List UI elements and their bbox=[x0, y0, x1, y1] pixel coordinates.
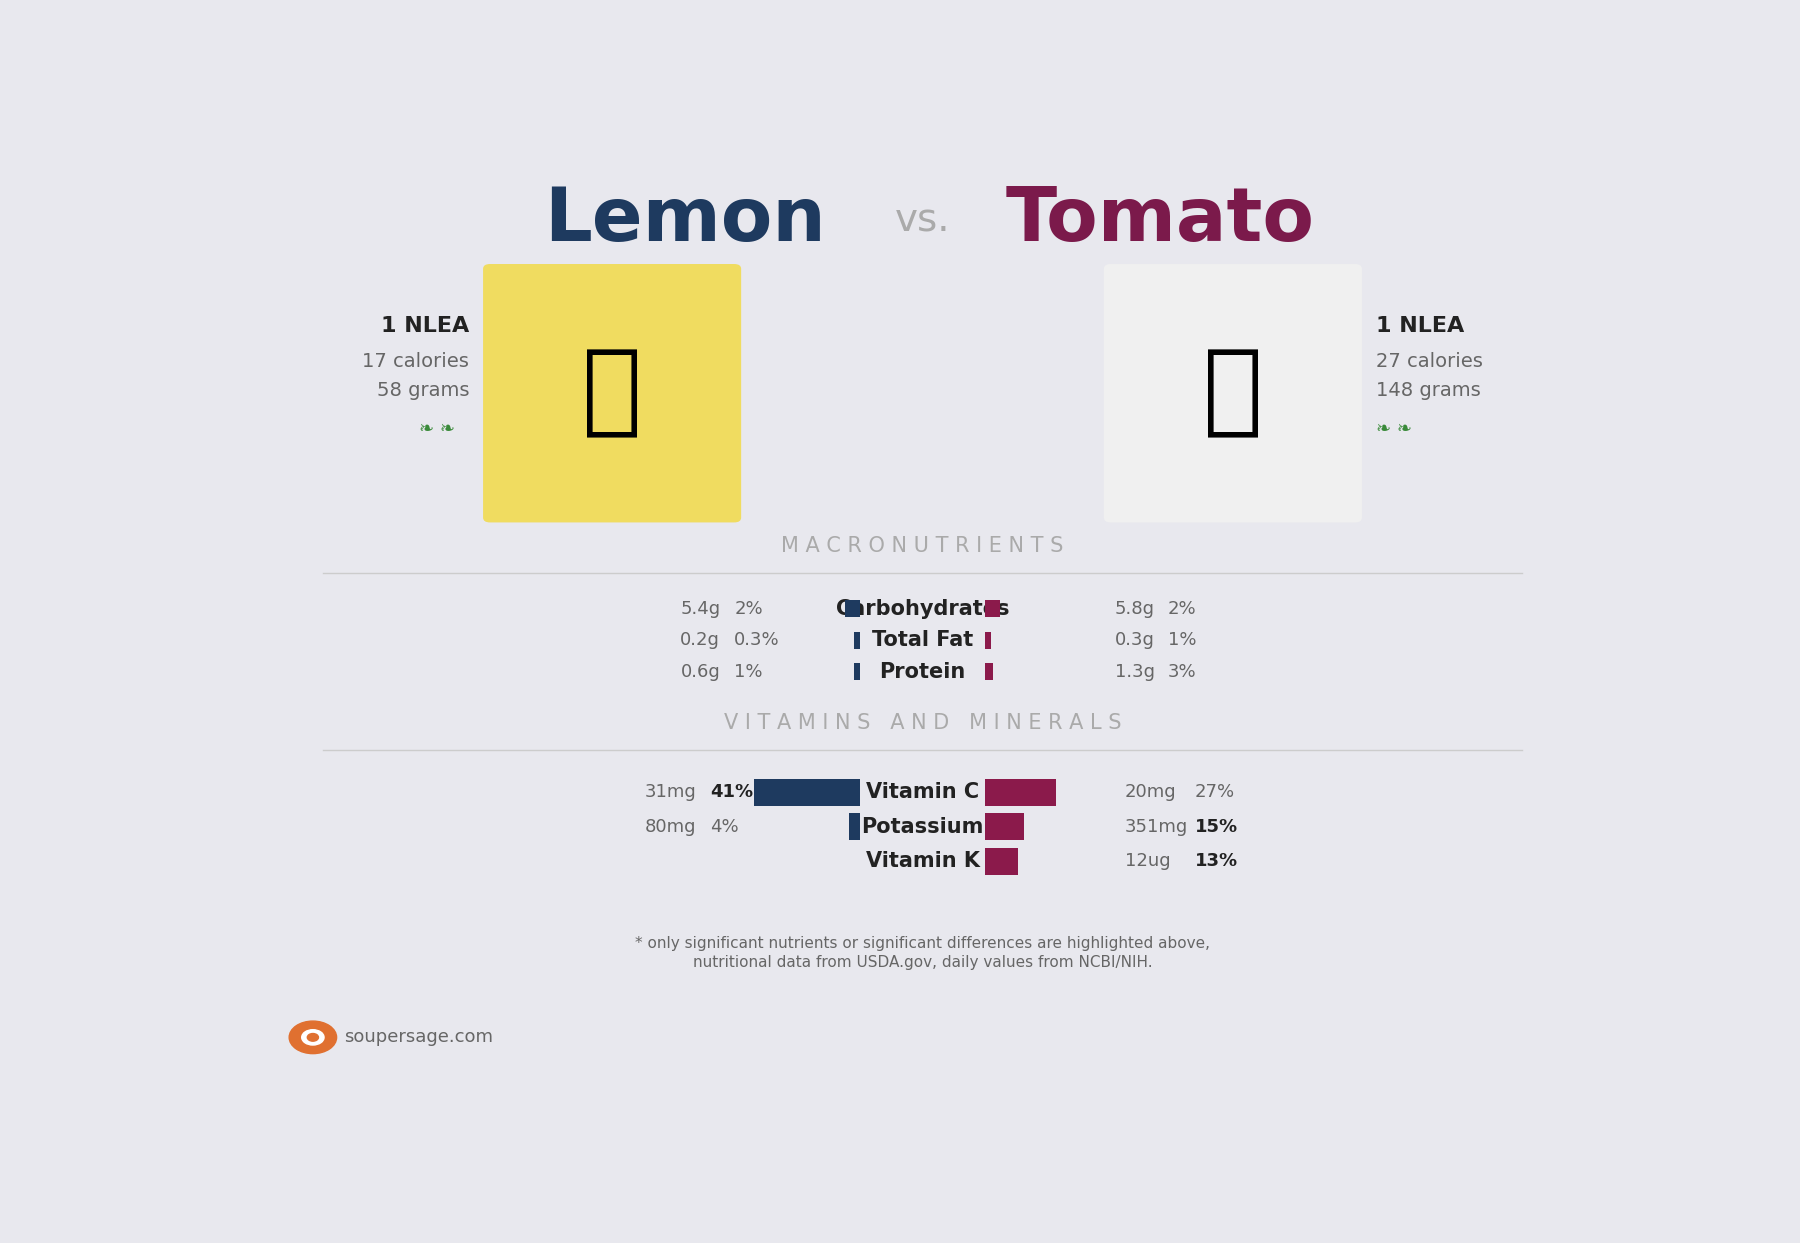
Text: vs.: vs. bbox=[895, 201, 950, 240]
Text: Tomato: Tomato bbox=[1004, 184, 1314, 257]
Text: 0.6g: 0.6g bbox=[680, 663, 720, 681]
Text: 351mg: 351mg bbox=[1125, 818, 1188, 835]
Text: 3%: 3% bbox=[1168, 663, 1197, 681]
Text: 🍅: 🍅 bbox=[1202, 344, 1264, 441]
Text: 12ug: 12ug bbox=[1125, 853, 1170, 870]
Text: Vitamin C: Vitamin C bbox=[866, 782, 979, 802]
Text: 5.4g: 5.4g bbox=[680, 599, 720, 618]
Text: Protein: Protein bbox=[880, 661, 965, 681]
Text: Lemon: Lemon bbox=[544, 184, 826, 257]
Text: Vitamin K: Vitamin K bbox=[866, 851, 979, 871]
Circle shape bbox=[308, 1033, 319, 1042]
Text: 148 grams: 148 grams bbox=[1375, 380, 1481, 400]
Text: 1 NLEA: 1 NLEA bbox=[1375, 316, 1463, 336]
Text: 1 NLEA: 1 NLEA bbox=[382, 316, 470, 336]
Text: 27%: 27% bbox=[1195, 783, 1235, 802]
Text: 80mg: 80mg bbox=[644, 818, 697, 835]
Text: Potassium: Potassium bbox=[862, 817, 983, 837]
Text: V I T A M I N S   A N D   M I N E R A L S: V I T A M I N S A N D M I N E R A L S bbox=[724, 713, 1121, 733]
Bar bbox=[985, 663, 992, 680]
Text: 1%: 1% bbox=[734, 663, 763, 681]
Text: Total Fat: Total Fat bbox=[871, 630, 974, 650]
Text: 2%: 2% bbox=[1168, 599, 1197, 618]
Text: 17 calories: 17 calories bbox=[362, 352, 470, 372]
Text: 58 grams: 58 grams bbox=[376, 380, 470, 400]
Bar bbox=[985, 600, 1001, 618]
Bar bbox=[985, 848, 1019, 875]
Bar bbox=[985, 813, 1024, 840]
Text: ❧ ❧: ❧ ❧ bbox=[419, 420, 455, 438]
FancyBboxPatch shape bbox=[482, 264, 742, 522]
Text: 5.8g: 5.8g bbox=[1114, 599, 1156, 618]
Text: * only significant nutrients or significant differences are highlighted above,: * only significant nutrients or signific… bbox=[635, 936, 1210, 951]
FancyBboxPatch shape bbox=[1103, 264, 1363, 522]
Circle shape bbox=[302, 1029, 324, 1045]
Text: 0.3%: 0.3% bbox=[734, 631, 779, 649]
Text: 4%: 4% bbox=[711, 818, 740, 835]
Text: 🍋: 🍋 bbox=[581, 344, 643, 441]
Bar bbox=[985, 779, 1055, 805]
Bar bbox=[850, 813, 860, 840]
Text: 31mg: 31mg bbox=[644, 783, 697, 802]
Text: Carbohydrates: Carbohydrates bbox=[835, 599, 1010, 619]
Bar bbox=[844, 600, 860, 618]
Text: 0.2g: 0.2g bbox=[680, 631, 720, 649]
Text: 0.3g: 0.3g bbox=[1114, 631, 1156, 649]
Text: 27 calories: 27 calories bbox=[1375, 352, 1483, 372]
Text: ❧ ❧: ❧ ❧ bbox=[1375, 420, 1411, 438]
Bar bbox=[855, 663, 860, 680]
Text: 2%: 2% bbox=[734, 599, 763, 618]
Text: soupersage.com: soupersage.com bbox=[344, 1028, 493, 1047]
Text: 13%: 13% bbox=[1195, 853, 1238, 870]
Text: 1.3g: 1.3g bbox=[1114, 663, 1156, 681]
Bar bbox=[985, 631, 990, 649]
Bar bbox=[855, 631, 860, 649]
Bar bbox=[754, 779, 860, 805]
Text: nutritional data from USDA.gov, daily values from NCBI/NIH.: nutritional data from USDA.gov, daily va… bbox=[693, 955, 1152, 971]
Text: M A C R O N U T R I E N T S: M A C R O N U T R I E N T S bbox=[781, 537, 1064, 557]
Text: 15%: 15% bbox=[1195, 818, 1238, 835]
Circle shape bbox=[290, 1021, 337, 1054]
Text: 1%: 1% bbox=[1168, 631, 1197, 649]
Text: 41%: 41% bbox=[711, 783, 754, 802]
Text: 20mg: 20mg bbox=[1125, 783, 1177, 802]
